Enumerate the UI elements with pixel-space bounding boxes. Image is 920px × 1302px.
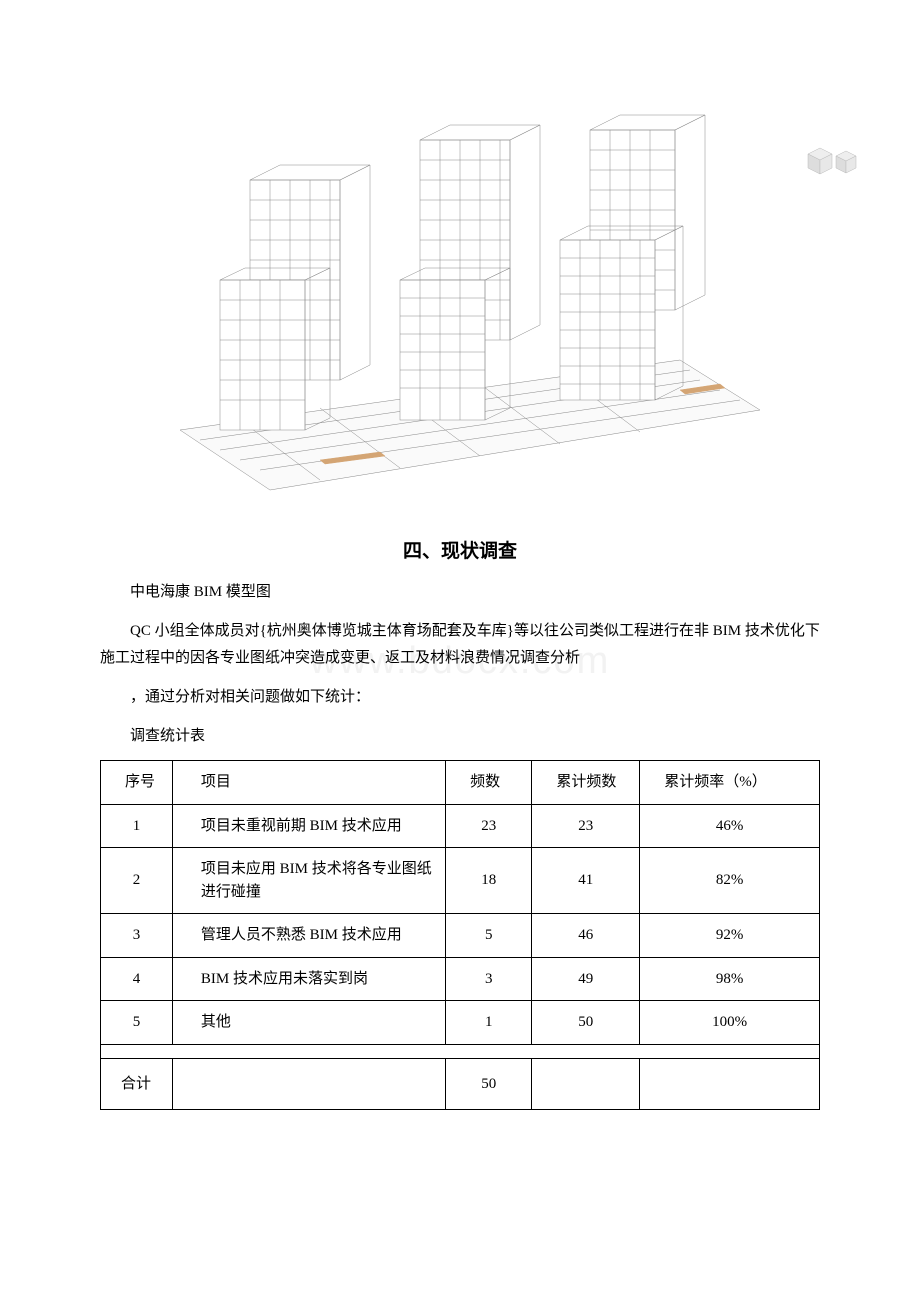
nav-cube-icon: [800, 140, 860, 180]
header-cumfreq: 累计频数: [532, 761, 640, 805]
cell-cum: 23: [532, 804, 640, 848]
cell-freq: 3: [446, 957, 532, 1001]
cell-num: 1: [101, 804, 173, 848]
table-total-row: 合计 50: [101, 1058, 820, 1110]
cell-pct: 82%: [640, 848, 820, 914]
cell-pct: 46%: [640, 804, 820, 848]
figure-area: [100, 80, 820, 520]
paragraph-2: ，通过分析对相关问题做如下统计：: [100, 684, 820, 711]
cell-item: 项目未应用 BIM 技术将各专业图纸进行碰撞: [172, 848, 445, 914]
figure-caption: 中电海康 BIM 模型图: [100, 579, 820, 606]
table-row: 4 BIM 技术应用未落实到岗 3 49 98%: [101, 957, 820, 1001]
cell-cum: 41: [532, 848, 640, 914]
cell-num: 2: [101, 848, 173, 914]
cell-num: 4: [101, 957, 173, 1001]
table-label: 调查统计表: [100, 723, 820, 750]
header-num: 序号: [101, 761, 173, 805]
cell-cum: 46: [532, 914, 640, 958]
paragraph-1: QC 小组全体成员对{杭州奥体博览城主体育场配套及车库}等以往公司类似工程进行在…: [100, 618, 820, 672]
cell-item: 项目未重视前期 BIM 技术应用: [172, 804, 445, 848]
cell-cum: 50: [532, 1001, 640, 1045]
cell-freq: 1: [446, 1001, 532, 1045]
cell-num: 5: [101, 1001, 173, 1045]
cell-pct: 92%: [640, 914, 820, 958]
cell-freq: 5: [446, 914, 532, 958]
section-title: 四、现状调查: [100, 536, 820, 563]
table-header-row: 序号 项目 频数 累计频数 累计频率（%）: [101, 761, 820, 805]
cell-num: 3: [101, 914, 173, 958]
cell-item: 其他: [172, 1001, 445, 1045]
bim-model-figure: [120, 80, 800, 500]
cell-pct: 100%: [640, 1001, 820, 1045]
cell-cum: 49: [532, 957, 640, 1001]
table-row: 5 其他 1 50 100%: [101, 1001, 820, 1045]
header-cumpct: 累计频率（%）: [640, 761, 820, 805]
cell-pct: 98%: [640, 957, 820, 1001]
cell-item: 管理人员不熟悉 BIM 技术应用: [172, 914, 445, 958]
table-row: 1 项目未重视前期 BIM 技术应用 23 23 46%: [101, 804, 820, 848]
table-row: 2 项目未应用 BIM 技术将各专业图纸进行碰撞 18 41 82%: [101, 848, 820, 914]
total-value: 50: [446, 1058, 532, 1110]
total-label: 合计: [101, 1058, 173, 1110]
table-spacer-row: [101, 1044, 820, 1058]
table-row: 3 管理人员不熟悉 BIM 技术应用 5 46 92%: [101, 914, 820, 958]
header-freq: 频数: [446, 761, 532, 805]
cell-freq: 18: [446, 848, 532, 914]
bim-wireframe-icon: [120, 80, 800, 500]
header-item: 项目: [172, 761, 445, 805]
survey-table: 序号 项目 频数 累计频数 累计频率（%） 1 项目未重视前期 BIM 技术应用…: [100, 760, 820, 1110]
cell-item: BIM 技术应用未落实到岗: [172, 957, 445, 1001]
cell-freq: 23: [446, 804, 532, 848]
